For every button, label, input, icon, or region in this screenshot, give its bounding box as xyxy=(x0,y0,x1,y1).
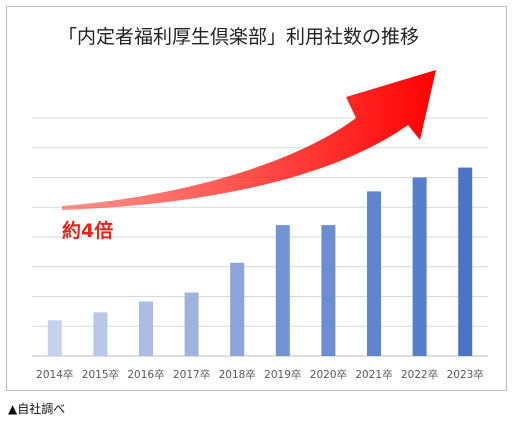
x-tick-label: 2016卒 xyxy=(127,368,164,381)
bars xyxy=(47,167,473,356)
bar-2016卒 xyxy=(139,301,153,356)
bar-2023卒 xyxy=(458,167,473,356)
bar-2017卒 xyxy=(184,292,199,356)
x-tick-label: 2019卒 xyxy=(264,368,301,381)
bar-2021卒 xyxy=(367,191,381,356)
x-tick-label: 2022卒 xyxy=(401,368,438,381)
growth-annotation: 約4倍 xyxy=(62,219,113,242)
x-tick-label: 2014卒 xyxy=(36,368,73,381)
bar-2014卒 xyxy=(47,320,62,356)
x-tick-label: 2023卒 xyxy=(447,368,484,381)
bar-2022卒 xyxy=(412,177,427,356)
x-tick-label: 2018卒 xyxy=(219,368,256,381)
x-tick-labels: 2014卒 2015卒 2016卒 2017卒 2018卒 2019卒 2020卒 2021卒… xyxy=(36,368,484,381)
bar-2018卒 xyxy=(230,262,245,356)
x-tick-label: 2017卒 xyxy=(173,368,210,381)
bar-2015卒 xyxy=(93,312,108,356)
x-tick-label: 2020卒 xyxy=(310,368,347,381)
x-tick-label: 2021卒 xyxy=(355,368,392,381)
source-note: ▲自社調べ xyxy=(8,402,66,416)
bar-2019卒 xyxy=(275,225,290,356)
x-tick-label: 2015卒 xyxy=(82,368,119,381)
chart-title: 「内定者福利厚生倶楽部」利用社数の推移 xyxy=(58,26,419,48)
growth-arrow xyxy=(62,70,436,210)
bar-2020卒 xyxy=(321,225,336,356)
